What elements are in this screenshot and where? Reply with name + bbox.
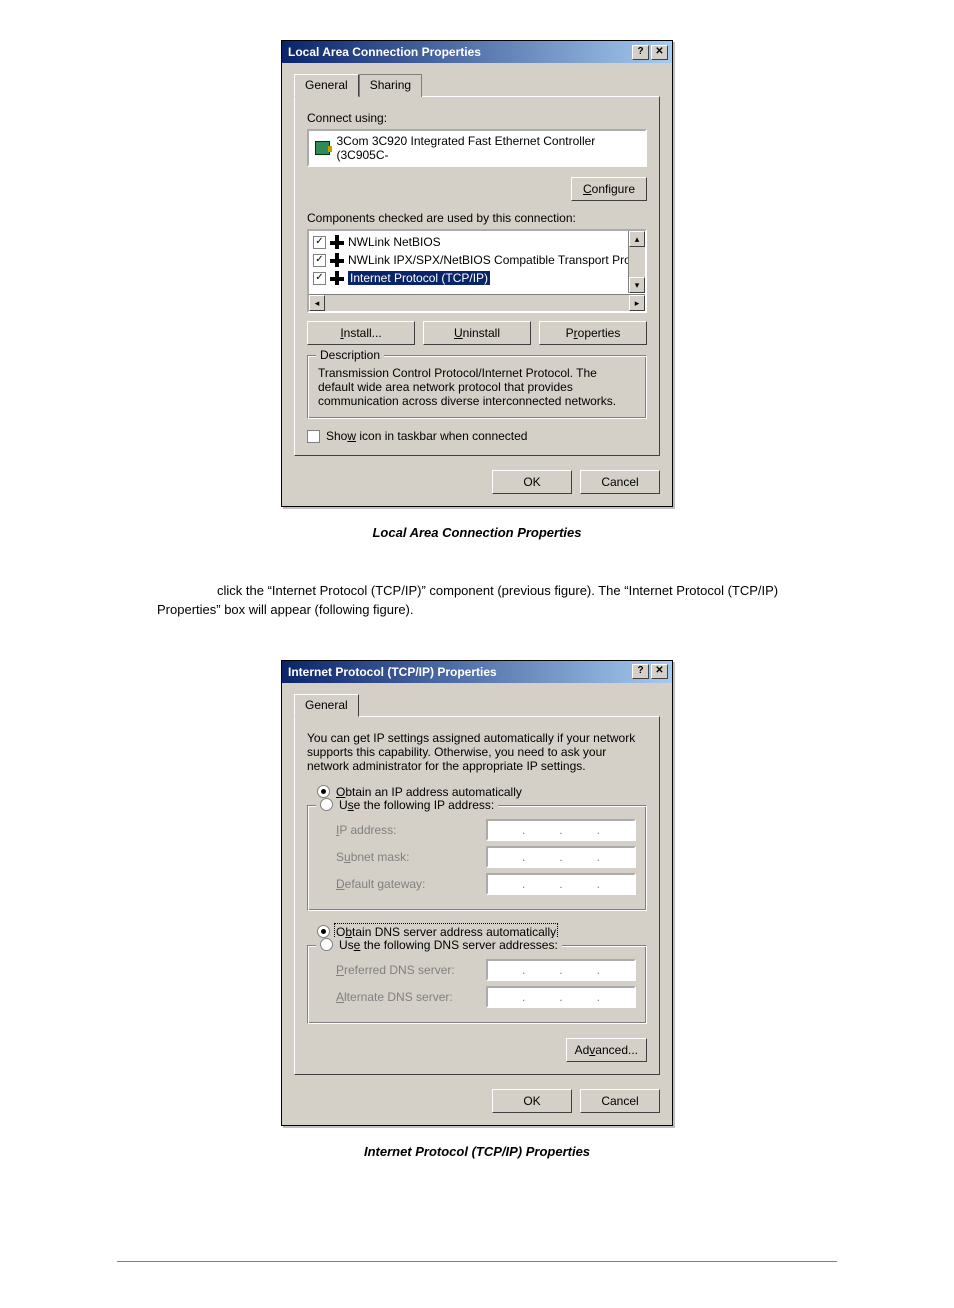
- scrollbar-horizontal[interactable]: ◂ ▸: [309, 294, 645, 311]
- connect-using-label: Connect using:: [307, 111, 647, 125]
- scrollbar-vertical[interactable]: ▴ ▾: [628, 231, 645, 293]
- components-listbox[interactable]: ✓ NWLink NetBIOS ✓ NWLink IPX/SPX/NetBIO…: [307, 229, 647, 313]
- radio-obtain-dns[interactable]: Obtain DNS server address automatically: [317, 925, 647, 939]
- description-text: Transmission Control Protocol/Internet P…: [318, 366, 636, 408]
- uninstall-button[interactable]: Uninstall: [423, 321, 531, 345]
- close-icon[interactable]: ✕: [651, 664, 668, 679]
- checkbox-icon[interactable]: ✓: [313, 236, 326, 249]
- window-title: Internet Protocol (TCP/IP) Properties: [286, 665, 630, 679]
- radio-obtain-ip[interactable]: Obtain an IP address automatically: [317, 785, 647, 799]
- list-item-selected[interactable]: ✓ Internet Protocol (TCP/IP): [311, 269, 643, 287]
- list-item-label: NWLink IPX/SPX/NetBIOS Compatible Transp…: [348, 253, 641, 267]
- gateway-label: Default gateway:: [336, 877, 425, 891]
- figure-caption-2: Internet Protocol (TCP/IP) Properties: [364, 1144, 590, 1159]
- figure-caption-1: Local Area Connection Properties: [372, 525, 581, 540]
- list-item-label: NWLink NetBIOS: [348, 235, 441, 249]
- intro-text: You can get IP settings assigned automat…: [307, 731, 647, 773]
- ok-button[interactable]: OK: [492, 1089, 572, 1113]
- use-dns-legend[interactable]: Use the following DNS server addresses:: [316, 938, 562, 952]
- checkbox-icon[interactable]: ✓: [313, 254, 326, 267]
- use-ip-group: Use the following IP address: IP address…: [307, 805, 647, 911]
- properties-button[interactable]: Properties: [539, 321, 647, 345]
- show-icon-row[interactable]: Show icon in taskbar when connected: [307, 429, 647, 443]
- protocol-icon: [330, 235, 344, 249]
- adapter-field: 3Com 3C920 Integrated Fast Ethernet Cont…: [307, 129, 647, 167]
- pref-dns-input[interactable]: . . .: [486, 959, 636, 981]
- configure-button[interactable]: Configure: [571, 177, 647, 201]
- advanced-button[interactable]: Advanced...: [566, 1038, 647, 1062]
- components-label: Components checked are used by this conn…: [307, 211, 647, 225]
- description-legend: Description: [316, 348, 384, 362]
- ok-button[interactable]: OK: [492, 470, 572, 494]
- radio-label: Obtain an IP address automatically: [336, 785, 522, 799]
- checkbox-icon[interactable]: [307, 430, 320, 443]
- nic-icon: [315, 141, 330, 155]
- footer-rule: [117, 1261, 837, 1262]
- instruction-paragraph: click the “Internet Protocol (TCP/IP)” c…: [157, 582, 797, 620]
- tab-pane-general: Connect using: 3Com 3C920 Integrated Fas…: [294, 96, 660, 456]
- use-ip-legend[interactable]: Use the following IP address:: [316, 798, 498, 812]
- list-item[interactable]: ✓ NWLink NetBIOS: [311, 233, 643, 251]
- titlebar[interactable]: Local Area Connection Properties ? ✕: [282, 41, 672, 63]
- scroll-left-icon[interactable]: ◂: [309, 295, 325, 311]
- install-button[interactable]: Install...: [307, 321, 415, 345]
- cancel-button[interactable]: Cancel: [580, 470, 660, 494]
- tab-general[interactable]: General: [294, 74, 359, 97]
- description-group: Description Transmission Control Protoco…: [307, 355, 647, 419]
- tcpip-properties-dialog: Internet Protocol (TCP/IP) Properties ? …: [281, 660, 673, 1126]
- ip-address-input[interactable]: . . .: [486, 819, 636, 841]
- alt-dns-input[interactable]: . . .: [486, 986, 636, 1008]
- cancel-button[interactable]: Cancel: [580, 1089, 660, 1113]
- radio-icon[interactable]: [317, 785, 330, 798]
- ip-address-label: IP address:: [336, 823, 397, 837]
- tabstrip: General Sharing: [294, 73, 660, 97]
- radio-icon[interactable]: [317, 925, 330, 938]
- alt-dns-label: Alternate DNS server:: [336, 990, 453, 1004]
- scroll-down-icon[interactable]: ▾: [629, 277, 645, 293]
- list-item-label: Internet Protocol (TCP/IP): [348, 271, 490, 285]
- tab-sharing[interactable]: Sharing: [359, 74, 422, 97]
- window-title: Local Area Connection Properties: [286, 45, 630, 59]
- gateway-input[interactable]: . . .: [486, 873, 636, 895]
- protocol-icon: [330, 271, 344, 285]
- scroll-right-icon[interactable]: ▸: [629, 295, 645, 311]
- subnet-label: Subnet mask:: [336, 850, 409, 864]
- checkbox-icon[interactable]: ✓: [313, 272, 326, 285]
- adapter-name: 3Com 3C920 Integrated Fast Ethernet Cont…: [336, 134, 639, 162]
- tab-pane-general: You can get IP settings assigned automat…: [294, 716, 660, 1075]
- protocol-icon: [330, 253, 344, 267]
- help-icon[interactable]: ?: [632, 664, 649, 679]
- use-dns-group: Use the following DNS server addresses: …: [307, 945, 647, 1024]
- help-icon[interactable]: ?: [632, 45, 649, 60]
- radio-label: Use the following DNS server addresses:: [339, 938, 558, 952]
- show-icon-label: Show icon in taskbar when connected: [326, 429, 527, 443]
- tabstrip: General: [294, 693, 660, 717]
- radio-label: Use the following IP address:: [339, 798, 494, 812]
- lan-properties-dialog: Local Area Connection Properties ? ✕ Gen…: [281, 40, 673, 507]
- subnet-input[interactable]: . . .: [486, 846, 636, 868]
- list-item[interactable]: ✓ NWLink IPX/SPX/NetBIOS Compatible Tran…: [311, 251, 643, 269]
- tab-general[interactable]: General: [294, 694, 359, 717]
- titlebar[interactable]: Internet Protocol (TCP/IP) Properties ? …: [282, 661, 672, 683]
- radio-label: Obtain DNS server address automatically: [336, 925, 556, 939]
- radio-icon[interactable]: [320, 938, 333, 951]
- radio-icon[interactable]: [320, 798, 333, 811]
- close-icon[interactable]: ✕: [651, 45, 668, 60]
- pref-dns-label: Preferred DNS server:: [336, 963, 455, 977]
- scroll-up-icon[interactable]: ▴: [629, 231, 645, 247]
- configure-label: onfigure: [592, 182, 635, 196]
